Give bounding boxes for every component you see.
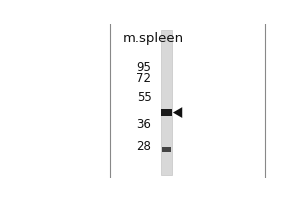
Text: 36: 36 [136,118,152,131]
Polygon shape [173,107,182,118]
Bar [162,147,171,152]
Text: 72: 72 [136,72,152,85]
Bar [161,109,172,116]
Text: 95: 95 [136,61,152,74]
Text: 28: 28 [136,140,152,153]
Text: m.spleen: m.spleen [123,32,184,45]
Text: 55: 55 [137,91,152,104]
Bar [161,30,172,175]
